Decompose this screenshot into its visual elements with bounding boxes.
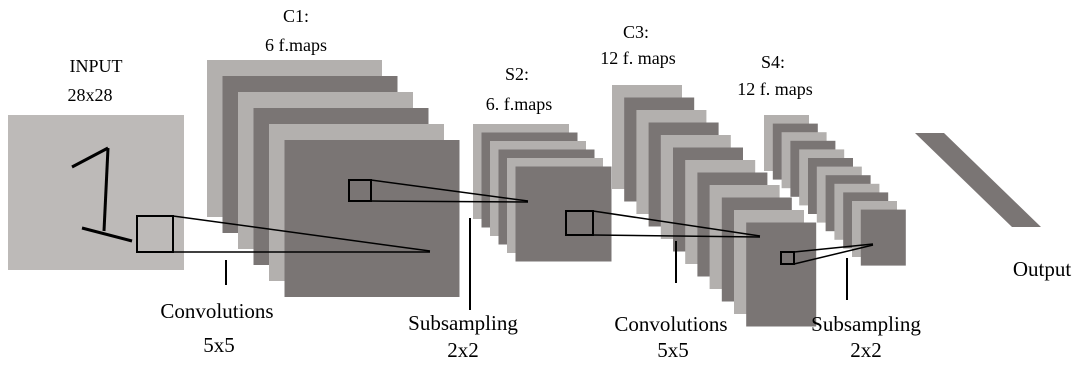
output-layer bbox=[915, 133, 1041, 227]
op1-name: Convolutions bbox=[160, 299, 273, 323]
input-layer bbox=[8, 115, 184, 270]
proj-c1-s2-bottom bbox=[370, 200, 529, 203]
s2-feature-maps bbox=[473, 124, 612, 262]
op4-kernel: 2x2 bbox=[850, 338, 882, 362]
op3-kernel: 5x5 bbox=[657, 338, 689, 362]
c1-feature-maps bbox=[207, 60, 460, 297]
c1-map-6 bbox=[284, 140, 460, 297]
input-title: INPUT bbox=[70, 56, 123, 76]
s2-maps: 6. f.maps bbox=[486, 94, 553, 114]
proj-input-c1-top bbox=[172, 215, 431, 252]
input-kernel-window bbox=[136, 215, 174, 253]
s4-feature-maps bbox=[764, 115, 906, 266]
s2-map-6 bbox=[515, 166, 612, 262]
input-image bbox=[8, 115, 184, 270]
operation-markers bbox=[225, 218, 848, 310]
c3-feature-maps bbox=[612, 85, 817, 327]
output-title: Output bbox=[1013, 257, 1072, 281]
handwritten-digit bbox=[71, 146, 133, 243]
proj-s2-c3-top bbox=[592, 210, 761, 237]
s2-title: S2: bbox=[505, 64, 529, 84]
c3-kernel-window bbox=[780, 251, 795, 265]
s4-title: S4: bbox=[761, 52, 785, 72]
op2-kernel: 2x2 bbox=[447, 338, 479, 362]
op1-kernel: 5x5 bbox=[203, 333, 235, 357]
c1-kernel-window bbox=[348, 179, 372, 202]
op2-name: Subsampling bbox=[408, 311, 518, 335]
proj-c3-s4-bottom bbox=[793, 244, 874, 265]
input-size: 28x28 bbox=[68, 85, 113, 105]
c3-title: C3: bbox=[623, 22, 649, 42]
s4-map-12 bbox=[860, 209, 906, 266]
proj-s2-c3-bottom bbox=[592, 234, 761, 238]
s4-maps: 12 f. maps bbox=[737, 79, 813, 99]
s2-kernel-window bbox=[565, 210, 594, 236]
c1-title: C1: bbox=[283, 6, 309, 26]
projection-lines bbox=[172, 179, 874, 265]
c3-maps: 12 f. maps bbox=[600, 48, 676, 68]
c1-maps: 6 f.maps bbox=[265, 35, 327, 55]
proj-c3-s4-top bbox=[793, 243, 874, 253]
op4-name: Subsampling bbox=[811, 312, 921, 336]
proj-c1-s2-top bbox=[370, 179, 529, 202]
c3-map-12 bbox=[746, 222, 817, 327]
op3-name: Convolutions bbox=[614, 312, 727, 336]
